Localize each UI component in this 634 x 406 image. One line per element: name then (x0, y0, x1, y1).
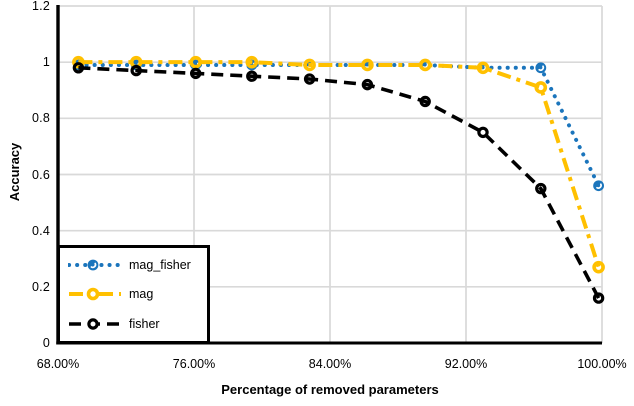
legend: mag_fisher mag fisher (57, 245, 210, 344)
x-tick-label: 84.00% (308, 357, 352, 371)
legend-label-mag-fisher: mag_fisher (129, 257, 191, 272)
y-tick-label: 0.8 (32, 111, 50, 126)
y-tick-label: 0.6 (32, 167, 50, 182)
x-tick-label: 92.00% (444, 357, 488, 371)
x-tick-label: 76.00% (172, 357, 216, 371)
legend-item-mag-fisher: mag_fisher (68, 257, 203, 273)
y-tick-label: 1.2 (32, 0, 50, 13)
fisher-line-sample-icon (69, 318, 121, 330)
x-tick-label: 100.00% (577, 357, 627, 371)
x-tick-label: 68.00% (36, 357, 80, 371)
y-axis-title: Accuracy (7, 142, 22, 202)
y-tick-label: 0.4 (32, 223, 50, 238)
legend-label-mag: mag (129, 287, 154, 302)
mag-fisher-line-sample-icon (68, 259, 122, 271)
x-axis-title: Percentage of removed parameters (221, 382, 439, 397)
y-tick-label: 0 (42, 336, 50, 350)
legend-label-fisher: fisher (129, 317, 160, 332)
y-tick-label: 0.2 (32, 279, 50, 294)
legend-item-mag: mag (68, 286, 203, 302)
mag-line-sample-icon (69, 288, 121, 301)
legend-item-fisher: fisher (68, 316, 203, 332)
y-tick-label: 1 (42, 55, 50, 70)
